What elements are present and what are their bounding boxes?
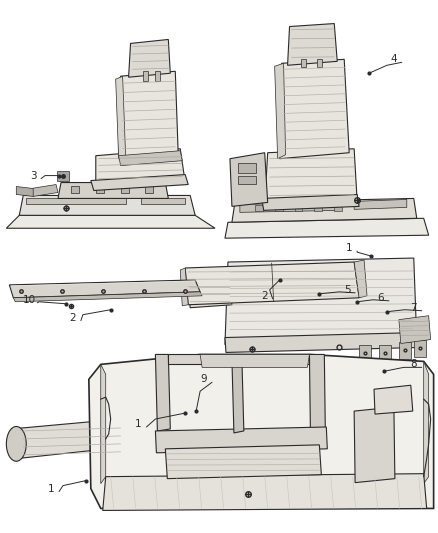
Text: 7: 7 (410, 303, 417, 313)
Polygon shape (155, 354, 170, 431)
Polygon shape (103, 474, 427, 511)
Polygon shape (265, 149, 357, 204)
Polygon shape (11, 419, 126, 459)
Bar (238, 163, 256, 173)
Polygon shape (309, 354, 325, 431)
Polygon shape (7, 215, 215, 228)
Text: 2: 2 (261, 291, 268, 301)
Text: 1: 1 (346, 243, 353, 253)
Polygon shape (31, 184, 58, 197)
Polygon shape (225, 333, 419, 352)
Polygon shape (129, 39, 170, 77)
Polygon shape (168, 354, 309, 365)
Polygon shape (13, 292, 202, 302)
Text: 4: 4 (391, 54, 397, 64)
Polygon shape (354, 199, 407, 209)
Polygon shape (354, 260, 367, 298)
Polygon shape (165, 445, 321, 479)
Polygon shape (101, 365, 106, 483)
Text: 5: 5 (344, 285, 350, 295)
Polygon shape (275, 63, 286, 159)
Polygon shape (96, 149, 185, 182)
Polygon shape (155, 427, 327, 453)
Polygon shape (180, 268, 188, 306)
Polygon shape (301, 59, 307, 67)
Ellipse shape (7, 426, 26, 461)
Polygon shape (399, 316, 431, 343)
Bar (96, 185, 104, 193)
Polygon shape (279, 59, 349, 159)
Bar (57, 171, 69, 181)
Text: 6: 6 (378, 293, 384, 303)
Bar (275, 205, 283, 212)
Bar (145, 185, 153, 193)
Polygon shape (374, 385, 413, 414)
Polygon shape (26, 198, 126, 204)
Text: 3: 3 (30, 171, 36, 181)
Bar (294, 205, 303, 212)
Bar (238, 175, 256, 183)
Polygon shape (9, 280, 200, 298)
Polygon shape (225, 258, 417, 344)
Bar (414, 340, 426, 358)
Polygon shape (354, 407, 395, 482)
Polygon shape (232, 198, 417, 222)
Ellipse shape (112, 418, 130, 448)
Polygon shape (318, 59, 322, 67)
Polygon shape (16, 187, 33, 197)
Polygon shape (91, 175, 188, 190)
Bar (334, 205, 342, 212)
Polygon shape (262, 195, 359, 211)
Polygon shape (19, 196, 195, 215)
Bar (314, 205, 322, 212)
Polygon shape (155, 71, 160, 81)
Polygon shape (89, 354, 434, 508)
Polygon shape (116, 76, 126, 159)
Polygon shape (141, 198, 185, 204)
Bar (120, 185, 129, 193)
Text: 9: 9 (201, 374, 208, 384)
Polygon shape (200, 354, 309, 367)
Polygon shape (58, 182, 168, 198)
Polygon shape (240, 203, 339, 212)
Polygon shape (230, 153, 268, 206)
Polygon shape (232, 358, 244, 433)
Polygon shape (424, 361, 429, 483)
Polygon shape (188, 282, 232, 308)
Polygon shape (119, 151, 182, 166)
Text: 1: 1 (135, 419, 142, 429)
Polygon shape (288, 23, 337, 65)
Text: 8: 8 (410, 359, 417, 369)
Text: 1: 1 (48, 483, 54, 494)
Polygon shape (119, 71, 178, 159)
Bar (359, 344, 371, 362)
Text: 10: 10 (23, 295, 36, 305)
Text: 2: 2 (70, 313, 76, 322)
Bar (255, 205, 263, 212)
Polygon shape (225, 219, 429, 238)
Bar (71, 185, 79, 193)
Bar (379, 344, 391, 362)
Polygon shape (144, 71, 148, 81)
Polygon shape (185, 262, 359, 305)
Bar (399, 342, 411, 359)
